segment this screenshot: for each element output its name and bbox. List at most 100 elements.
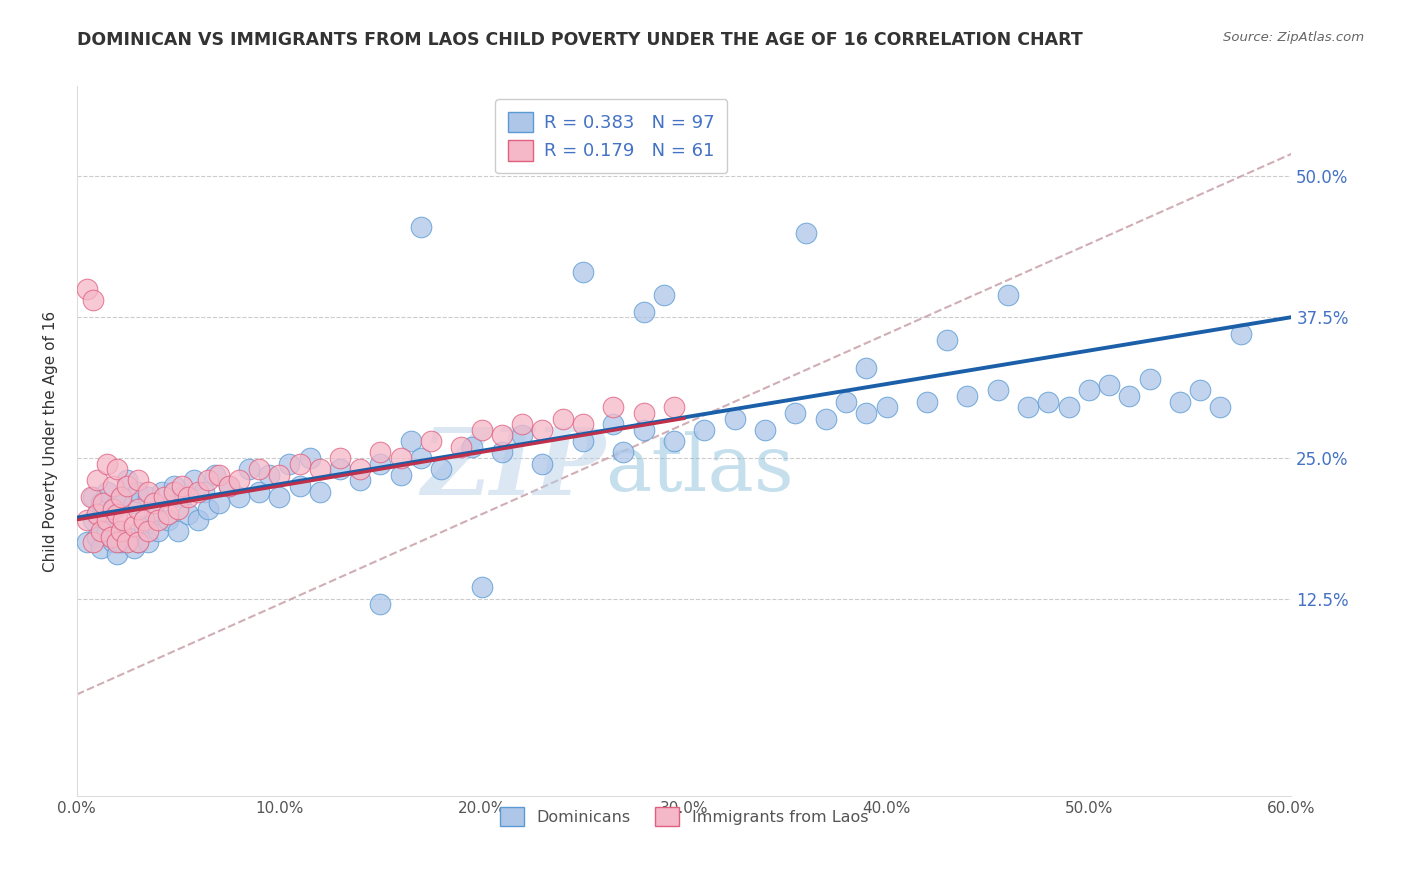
Point [132, 513, 155, 527]
Point [122, 518, 145, 533]
Point [370, 597, 392, 611]
Point [136, 535, 159, 549]
Point [110, 491, 132, 505]
Point [146, 524, 169, 538]
Point [936, 333, 959, 347]
Point [110, 535, 132, 549]
Point [207, 496, 229, 510]
Point [142, 496, 165, 510]
Point [105, 547, 128, 561]
Point [86, 508, 108, 522]
Point [105, 508, 128, 522]
Point [112, 513, 135, 527]
Point [100, 530, 122, 544]
Point [633, 304, 655, 318]
Text: ZIP: ZIP [420, 425, 605, 515]
Point [103, 501, 125, 516]
Point [122, 496, 145, 510]
Point [136, 484, 159, 499]
Point [278, 457, 301, 471]
Point [105, 462, 128, 476]
Point [1168, 394, 1191, 409]
Point [146, 513, 169, 527]
Point [82, 491, 104, 505]
Point [110, 524, 132, 538]
Point [531, 457, 554, 471]
Point [172, 479, 194, 493]
Point [103, 501, 125, 516]
Point [156, 508, 179, 522]
Point [409, 220, 432, 235]
Point [76, 535, 98, 549]
Point [876, 401, 898, 415]
Point [471, 423, 494, 437]
Point [90, 496, 112, 510]
Point [183, 474, 205, 488]
Point [127, 535, 149, 549]
Point [572, 417, 595, 432]
Y-axis label: Child Poverty Under the Age of 16: Child Poverty Under the Age of 16 [44, 310, 58, 572]
Point [96, 457, 118, 471]
Point [450, 440, 472, 454]
Point [1098, 377, 1121, 392]
Point [956, 389, 979, 403]
Point [794, 226, 817, 240]
Point [96, 513, 118, 527]
Point [90, 541, 112, 555]
Point [460, 440, 482, 454]
Point [329, 462, 352, 476]
Point [82, 513, 104, 527]
Point [163, 484, 186, 499]
Point [218, 479, 240, 493]
Point [238, 462, 260, 476]
Point [117, 479, 139, 493]
Point [471, 581, 494, 595]
Text: Source: ZipAtlas.com: Source: ZipAtlas.com [1223, 31, 1364, 45]
Point [1189, 384, 1212, 398]
Point [349, 474, 371, 488]
Point [329, 450, 352, 465]
Point [693, 423, 716, 437]
Point [177, 508, 200, 522]
Point [167, 501, 190, 516]
Point [399, 434, 422, 448]
Point [90, 524, 112, 538]
Point [257, 467, 280, 482]
Point [80, 491, 103, 505]
Point [288, 457, 311, 471]
Point [510, 417, 533, 432]
Point [122, 541, 145, 555]
Point [602, 401, 624, 415]
Point [785, 406, 807, 420]
Point [187, 513, 209, 527]
Point [207, 467, 229, 482]
Point [117, 530, 139, 544]
Point [269, 491, 291, 505]
Point [612, 445, 634, 459]
Point [915, 394, 938, 409]
Point [127, 535, 149, 549]
Point [1118, 389, 1140, 403]
Point [127, 501, 149, 516]
Point [163, 479, 186, 493]
Point [204, 467, 226, 482]
Point [76, 513, 98, 527]
Point [105, 535, 128, 549]
Point [1017, 401, 1039, 415]
Point [142, 508, 165, 522]
Point [247, 484, 270, 499]
Text: atlas: atlas [605, 432, 794, 508]
Text: DOMINICAN VS IMMIGRANTS FROM LAOS CHILD POVERTY UNDER THE AGE OF 16 CORRELATION : DOMINICAN VS IMMIGRANTS FROM LAOS CHILD … [77, 31, 1083, 49]
Point [1209, 401, 1232, 415]
Legend: Dominicans, Immigrants from Laos: Dominicans, Immigrants from Laos [492, 799, 876, 834]
Point [420, 434, 443, 448]
Point [754, 423, 776, 437]
Point [572, 265, 595, 279]
Point [197, 474, 219, 488]
Point [1057, 401, 1080, 415]
Point [662, 401, 685, 415]
Point [491, 428, 513, 442]
Point [103, 479, 125, 493]
Point [136, 491, 159, 505]
Point [103, 535, 125, 549]
